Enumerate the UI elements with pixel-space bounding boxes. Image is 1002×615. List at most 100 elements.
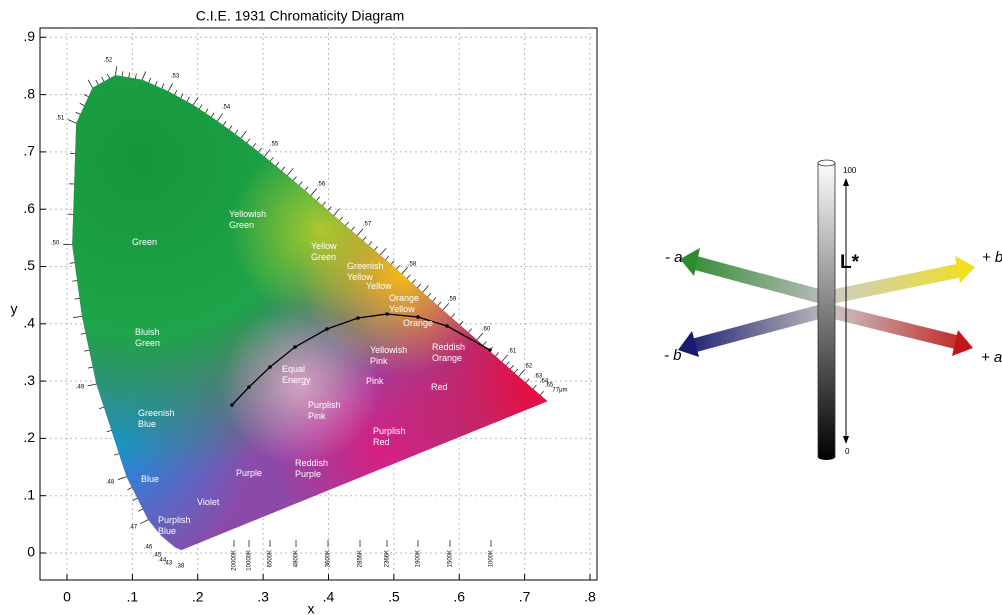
- locus-tick: [432, 297, 437, 302]
- locus-tick: [501, 354, 508, 362]
- locus-tick: [411, 279, 416, 284]
- locus-tick: [379, 248, 387, 256]
- region-label: Greenish Yellow: [347, 261, 384, 282]
- locus-tick: [339, 216, 344, 221]
- locus-point: [268, 365, 272, 369]
- locus-tick: [234, 129, 239, 135]
- locus-point: [356, 316, 360, 320]
- y-tick-label: .6: [23, 200, 35, 216]
- region-label: Violet: [197, 497, 220, 507]
- x-tick-label: .7: [519, 589, 531, 605]
- locus-tick: [138, 508, 143, 512]
- locus-tick: [180, 93, 184, 99]
- y-axis-label: y: [11, 301, 18, 317]
- y-tick-label: .7: [23, 143, 35, 159]
- locus-tick: [298, 181, 303, 186]
- locus-point: [385, 312, 389, 316]
- region-label: Pink: [366, 376, 384, 386]
- locus-tick: [468, 328, 472, 333]
- locus-tick: [72, 280, 78, 282]
- locus-tick: [84, 349, 90, 352]
- locus-tick: [327, 206, 332, 211]
- temperature-label: 4800K: [294, 550, 300, 567]
- region-label: Yellow Green: [311, 241, 337, 262]
- locus-tick: [417, 283, 422, 288]
- region-label: Purple: [236, 468, 263, 478]
- locus-tick: [148, 77, 152, 83]
- wavelength-label: .38: [176, 564, 185, 570]
- locus-tick: [101, 76, 105, 82]
- locus-tick: [80, 332, 86, 335]
- locus-point: [416, 315, 420, 319]
- wavelength-label: 77μm: [552, 388, 567, 394]
- locus-tick: [476, 332, 484, 341]
- locus-tick: [401, 266, 408, 275]
- locus-tick: [316, 196, 321, 201]
- locus-tick: [532, 384, 537, 390]
- locus-point: [488, 348, 492, 352]
- plus-b-label: + b: [982, 249, 1002, 266]
- locus-tick: [198, 104, 203, 110]
- region-label: Purplish Pink: [308, 400, 341, 421]
- region-label: Purplish Red: [373, 426, 406, 447]
- locus-tick: [154, 80, 158, 86]
- wavelength-label: .44: [158, 558, 167, 564]
- locus-tick: [114, 66, 118, 76]
- region-label: Bluish Green: [135, 327, 161, 348]
- region-label: Yellowish Green: [229, 209, 267, 230]
- wavelength-label: .59: [448, 297, 457, 303]
- x-axis-label: x: [308, 601, 315, 615]
- region-label: Reddish Purple: [295, 458, 329, 479]
- wavelength-label: .52: [104, 58, 113, 64]
- y-tick-label: .2: [23, 429, 35, 445]
- locus-tick: [333, 208, 340, 216]
- y-tick-label: .3: [23, 372, 35, 388]
- plus-a-label: + a: [981, 349, 1002, 366]
- locus-tick: [75, 111, 81, 115]
- locus-tick: [310, 188, 318, 196]
- locus-tick: [356, 228, 364, 236]
- planckian-locus: [231, 313, 491, 406]
- y-tick-label: .4: [23, 315, 35, 331]
- locus-tick: [87, 383, 97, 387]
- locus-tick: [281, 166, 286, 171]
- locus-tick: [132, 497, 138, 501]
- locus-point: [445, 324, 449, 328]
- wavelength-label: .43: [164, 561, 173, 567]
- x-tick-label: .8: [584, 589, 596, 605]
- temperature-label: 1900K: [416, 550, 422, 567]
- locus-tick: [139, 519, 149, 525]
- wavelength-label: .45: [153, 553, 162, 559]
- locus-tick: [374, 246, 378, 251]
- locus-tick: [161, 83, 165, 89]
- y-tick-label: .8: [23, 85, 35, 101]
- wavelength-label: .62: [524, 364, 533, 370]
- locus-tick: [451, 313, 456, 318]
- title: C.I.E. 1931 Chromaticity Diagram: [196, 8, 405, 24]
- region-label: Equal Energy: [282, 364, 311, 385]
- x-tick-label: .5: [388, 589, 400, 605]
- locus-tick: [406, 274, 411, 279]
- wavelength-label: .55: [270, 142, 279, 148]
- locus-tick: [228, 125, 233, 130]
- locus-tick: [186, 96, 190, 102]
- locus-tick: [167, 83, 174, 92]
- locus-point: [247, 385, 251, 389]
- locus-tick: [87, 366, 93, 369]
- l-bottom-label: 0: [845, 447, 850, 456]
- locus-tick: [217, 113, 223, 122]
- locus-tick: [422, 285, 429, 293]
- locus-tick: [540, 390, 544, 396]
- locus-tick: [287, 168, 294, 176]
- wavelength-label: .54: [222, 105, 231, 111]
- temperature-label: 2856K: [358, 550, 364, 567]
- y-tick-label: .9: [23, 28, 35, 44]
- locus-tick: [368, 241, 373, 246]
- region-label: Greenish Blue: [138, 408, 175, 429]
- l-star-label: L*: [840, 252, 860, 273]
- wavelength-label: .48: [106, 480, 115, 486]
- wavelength-label: .47: [129, 525, 138, 531]
- temperature-label: 6500K: [268, 550, 274, 567]
- x-tick-label: .6: [453, 589, 465, 605]
